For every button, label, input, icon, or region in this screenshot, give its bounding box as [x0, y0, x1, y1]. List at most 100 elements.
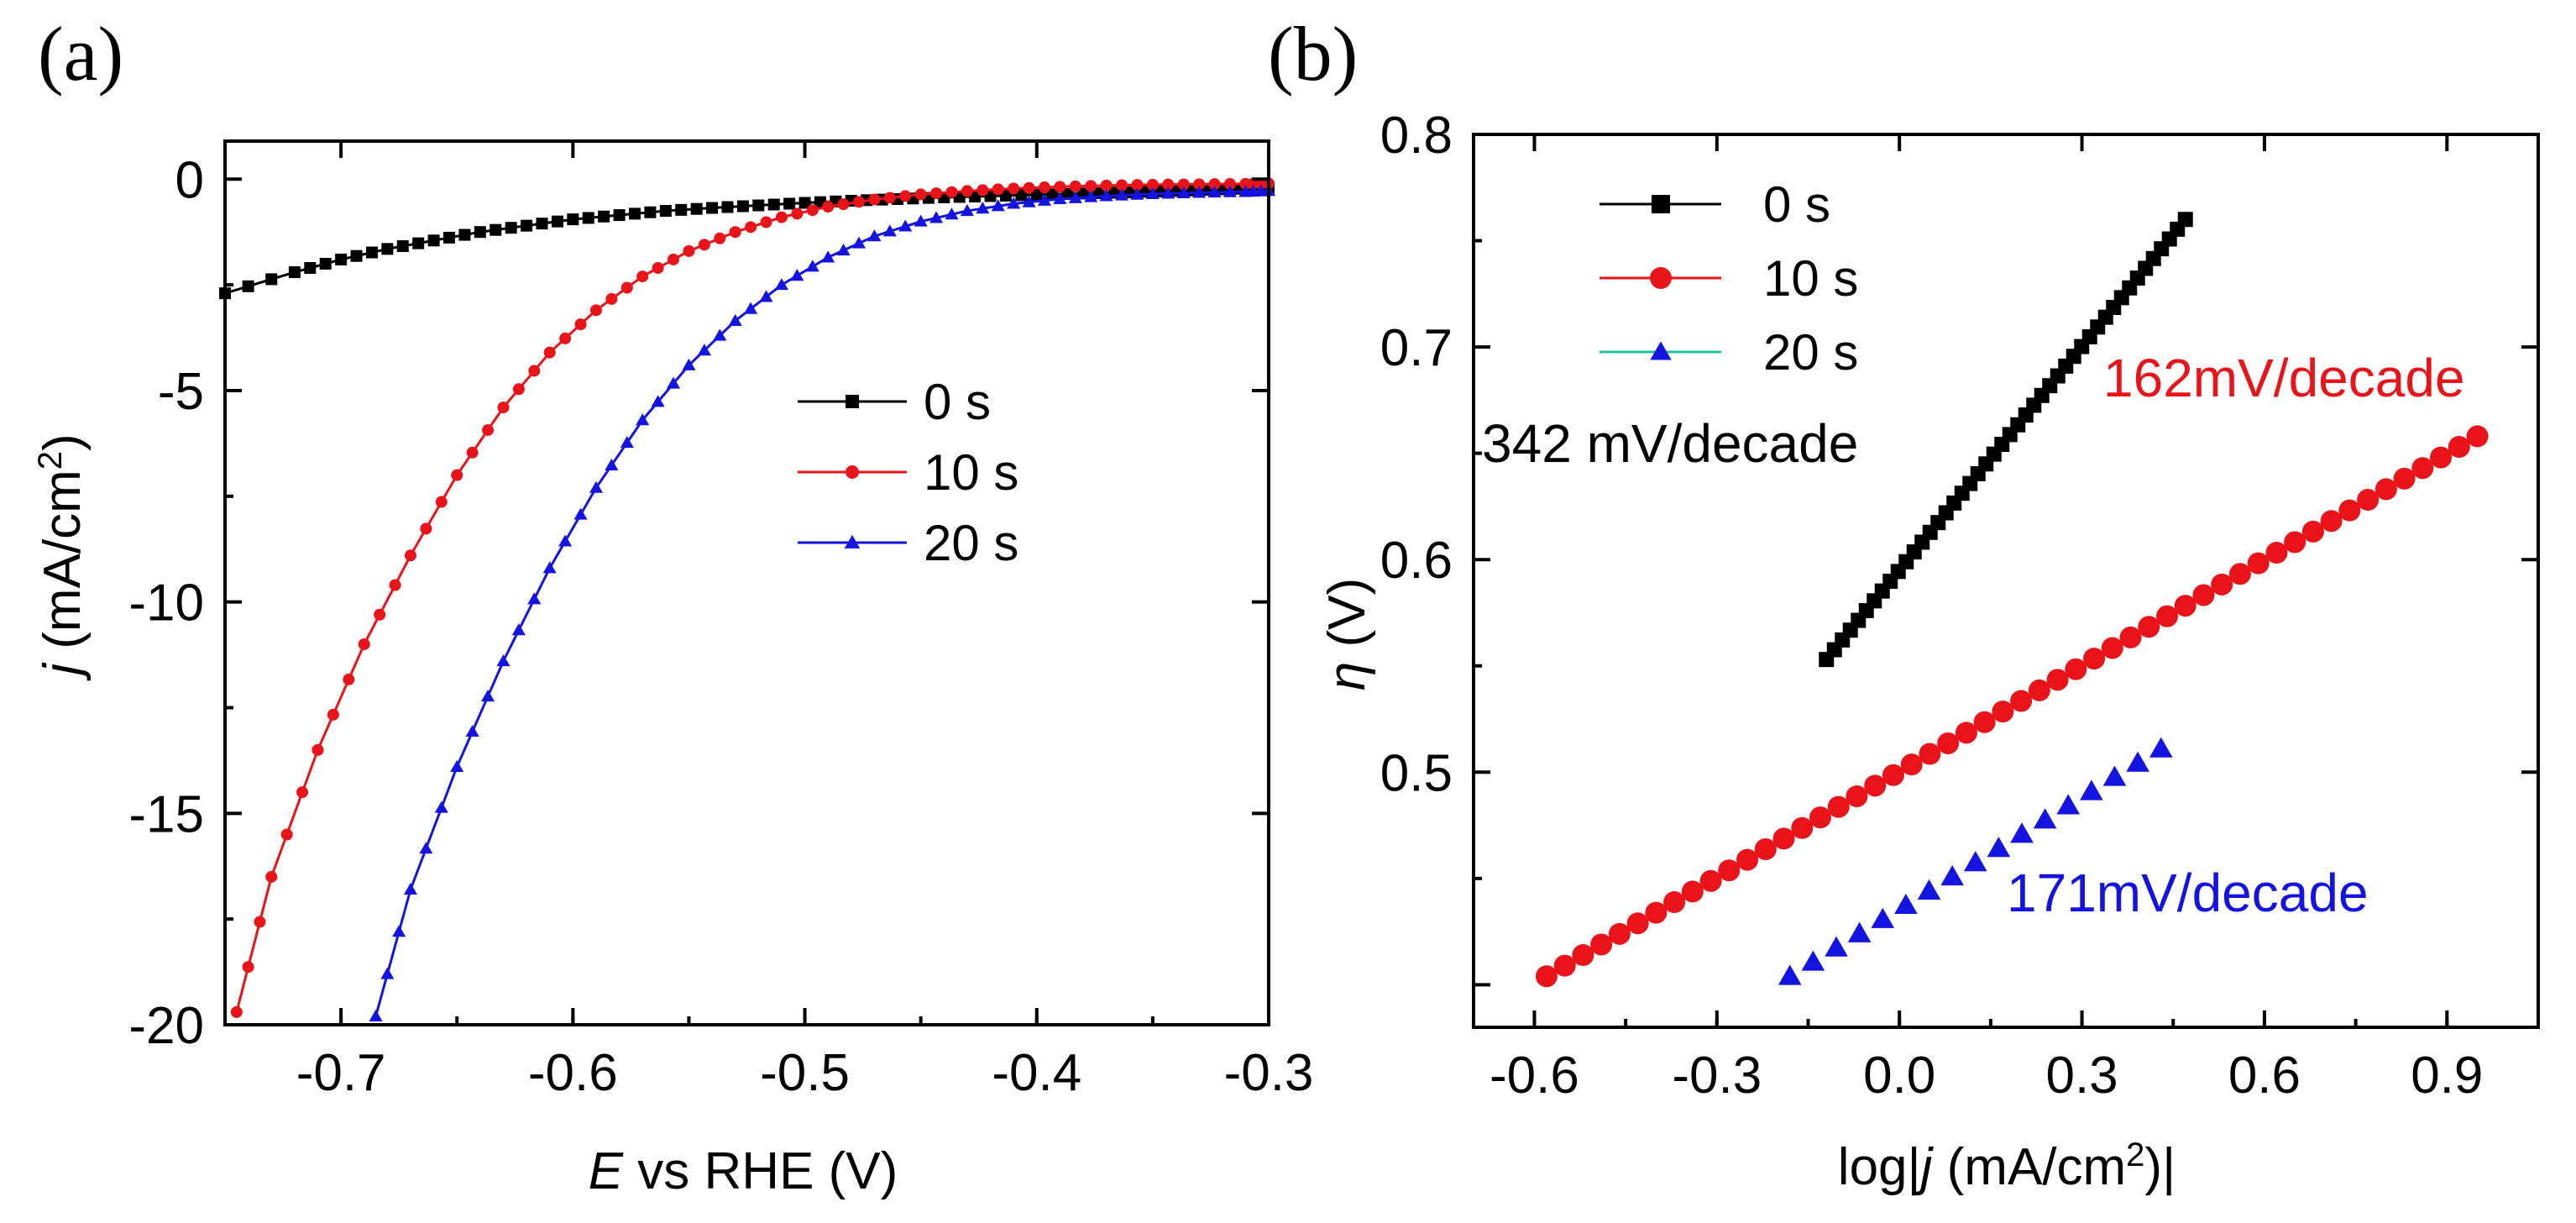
data-point [2033, 808, 2057, 829]
data-point [2211, 573, 2233, 596]
data-point [605, 292, 618, 305]
data-point [1100, 179, 1113, 192]
panel-a-legend: 0 s 10 s 20 s [798, 374, 1018, 571]
data-point [1590, 933, 1613, 956]
data-point [1772, 827, 1795, 850]
data-point [1645, 901, 1668, 924]
data-point [1553, 954, 1576, 977]
data-point [1973, 711, 1996, 733]
legend-marker [846, 395, 859, 408]
data-point [851, 236, 867, 249]
data-point [2102, 765, 2127, 786]
data-point [2119, 626, 2142, 648]
panel-a-y-axis-label-sup: 2 [32, 451, 69, 470]
data-point [836, 243, 851, 256]
legend-label: 20 s [924, 515, 1018, 571]
data-point [1223, 185, 1238, 197]
data-point [1864, 774, 1887, 797]
data-point [2101, 637, 2123, 659]
data-point [1038, 181, 1050, 194]
data-point [652, 262, 664, 275]
data-point [1681, 880, 1704, 903]
data-point [2357, 489, 2380, 512]
panel-b-x-axis-label-rest: (mA/cm [1932, 1138, 2126, 1196]
data-point [1626, 912, 1649, 935]
data-point [403, 882, 418, 895]
data-point [242, 280, 254, 292]
y-tick-label: -15 [128, 785, 204, 843]
data-point [914, 214, 928, 227]
data-point [1099, 189, 1113, 202]
data-point [1900, 753, 1923, 776]
panel-b-ticks: -0.6 -0.3 0.0 0.3 0.6 0.9 0.5 0.6 0.7 0.8 [1380, 107, 2540, 1105]
data-point [1827, 795, 1850, 818]
data-point [392, 925, 406, 937]
data-point [381, 243, 394, 255]
panel-a-x-axis-label-rest: vs RHE (V) [623, 1142, 898, 1200]
data-point [1145, 186, 1160, 199]
data-point [706, 202, 719, 214]
data-point [420, 522, 432, 535]
panel-b: (b) -0.6 -0.3 0.0 0.3 0.6 0.9 0.5 0.6 0.7 0.8 η (… [1268, 11, 2540, 1196]
data-point [536, 218, 548, 230]
data-point [551, 215, 563, 228]
data-point [821, 250, 835, 263]
y-tick-label: 0.8 [1380, 107, 1453, 165]
data-point [451, 469, 463, 481]
data-point [960, 204, 974, 217]
data-point [2374, 478, 2397, 501]
panel-a-x-axis-label-italic: E [589, 1142, 624, 1200]
data-point [882, 224, 897, 237]
data-point [605, 458, 619, 470]
x-tick-label: -0.6 [1490, 1047, 1579, 1105]
data-point [853, 196, 866, 208]
series-20s [369, 184, 1276, 1021]
panel-b-legend: 0 s 10 s 20 s [1600, 176, 1858, 381]
data-point [474, 226, 486, 239]
panel-a-frame [223, 139, 1270, 1026]
legend-marker [1652, 195, 1670, 213]
data-point [542, 561, 557, 574]
data-point [1663, 891, 1686, 914]
data-point [1919, 743, 1941, 765]
data-point [728, 313, 742, 326]
data-point [991, 199, 1005, 212]
x-tick-label: -0.5 [760, 1044, 850, 1102]
y-tick-label: -20 [128, 997, 204, 1055]
data-point [1608, 922, 1631, 945]
x-tick-label: 0.9 [2411, 1047, 2483, 1105]
data-point [1736, 848, 1759, 871]
data-point [404, 549, 416, 562]
data-point [1068, 191, 1082, 203]
data-point [1022, 195, 1036, 207]
data-point [1146, 178, 1159, 191]
series-line-2 [374, 189, 1270, 1017]
data-point [419, 842, 433, 854]
data-point [1061, 187, 1074, 200]
data-point [512, 383, 525, 396]
data-point [528, 365, 541, 377]
data-point [1955, 722, 1977, 744]
data-point [589, 480, 604, 493]
data-point [1162, 178, 1175, 191]
data-point [365, 246, 378, 259]
data-point [929, 211, 944, 223]
x-tick-label: 0.0 [1863, 1047, 1935, 1105]
data-point [651, 395, 665, 407]
panel-a-plot-area [219, 177, 1276, 1021]
legend-label: 10 s [924, 444, 1018, 501]
data-point [1846, 785, 1868, 807]
x-tick-label: -0.3 [1672, 1047, 1762, 1105]
x-tick-label: 0.6 [2228, 1047, 2301, 1105]
data-point [914, 188, 927, 201]
y-tick-label: 0.6 [1380, 532, 1453, 590]
data-point [899, 190, 912, 202]
data-point [582, 212, 594, 224]
data-point [396, 239, 409, 252]
data-point [1940, 864, 1964, 886]
legend-marker [844, 534, 861, 549]
data-point [837, 198, 850, 211]
data-point [759, 290, 773, 302]
data-point [389, 579, 401, 591]
